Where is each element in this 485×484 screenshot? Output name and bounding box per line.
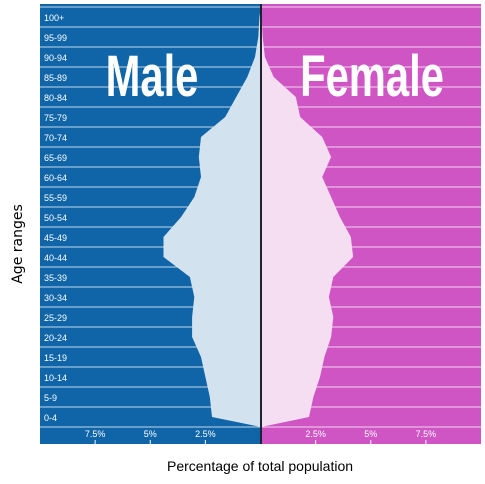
age-range-label: 65-69 <box>44 153 67 163</box>
age-range-label: 10-14 <box>44 373 67 383</box>
female-panel-label: Female <box>300 43 444 108</box>
age-range-label: 30-34 <box>44 293 67 303</box>
age-range-label: 0-4 <box>44 413 57 423</box>
age-range-label: 90-94 <box>44 53 67 63</box>
male-population-shape <box>163 7 261 427</box>
x-tick-label: 7.5% <box>85 429 106 439</box>
age-range-label: 95-99 <box>44 33 67 43</box>
x-tick-label: 2.5% <box>305 429 326 439</box>
x-axis-label: Percentage of total population <box>166 458 354 474</box>
y-axis-label: Age ranges <box>10 204 26 284</box>
x-tick-label: 5% <box>144 429 157 439</box>
age-range-label: 80-84 <box>44 93 67 103</box>
age-range-label: 35-39 <box>44 273 67 283</box>
age-range-label: 20-24 <box>44 333 67 343</box>
age-range-label: 75-79 <box>44 113 67 123</box>
age-range-label: 45-49 <box>44 233 67 243</box>
age-range-label: 50-54 <box>44 213 67 223</box>
age-range-label: 55-59 <box>44 193 67 203</box>
x-tick-label: 7.5% <box>416 429 437 439</box>
age-range-label: 100+ <box>44 13 64 23</box>
female-population-shape <box>261 7 354 427</box>
age-range-labels: 0-4 5-9 10-14 15-19 20-24 25-29 30-34 35-39 40-4… <box>44 13 67 423</box>
x-axis-ticks: 7.5% 5% 2.5% 2.5% 5% 7.5% <box>85 429 436 444</box>
age-range-label: 40-44 <box>44 253 67 263</box>
age-range-label: 25-29 <box>44 313 67 323</box>
male-panel-label: Male <box>106 43 199 108</box>
age-range-label: 15-19 <box>44 353 67 363</box>
age-range-label: 60-64 <box>44 173 67 183</box>
x-tick-label: 5% <box>364 429 377 439</box>
x-tick-label: 2.5% <box>195 429 216 439</box>
age-range-label: 70-74 <box>44 133 67 143</box>
age-range-label: 5-9 <box>44 393 57 403</box>
age-range-label: 85-89 <box>44 73 67 83</box>
